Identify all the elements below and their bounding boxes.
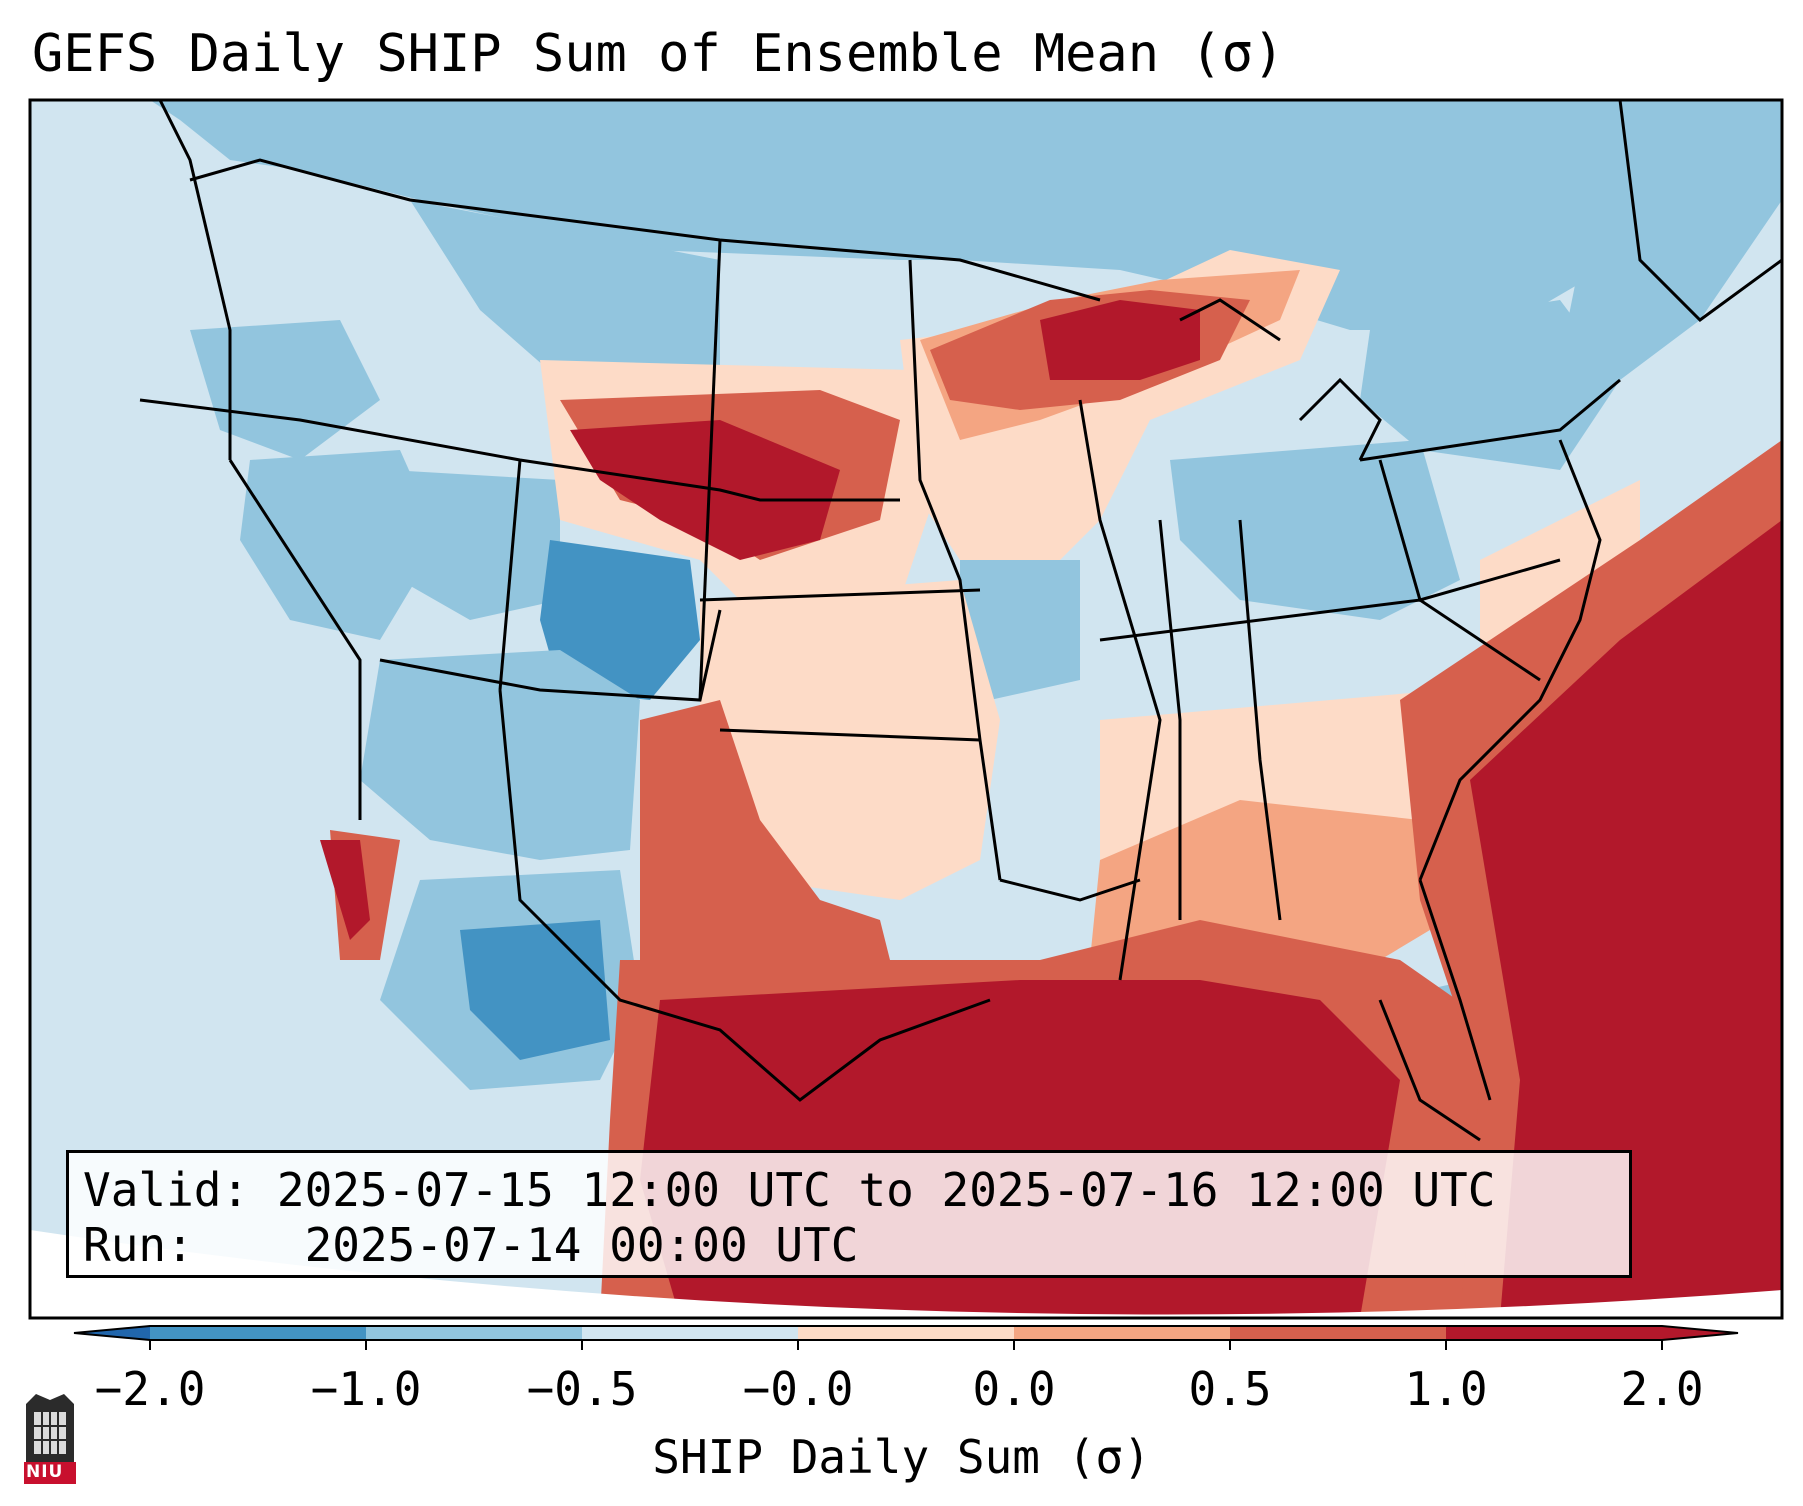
colorbar-tick-label: −1.0 — [310, 1362, 422, 1416]
map-frame — [28, 98, 1784, 1320]
colorbar-segment — [150, 1326, 366, 1340]
boundary-pa-ny — [1359, 378, 1621, 462]
anomaly-field — [30, 100, 1782, 1318]
run-value: 2025-07-14 00:00 UTC — [304, 1218, 859, 1272]
boundary-va-wv — [1378, 459, 1561, 602]
colorbar-segment — [366, 1326, 582, 1340]
wyoming-strong-positive — [570, 420, 840, 560]
kansas-oklahoma-light-positive — [700, 580, 1000, 900]
valid-label: Valid: — [83, 1163, 250, 1217]
boundary-oregon-idaho-wyoming-south — [139, 398, 900, 502]
boundary-mt-dakota — [698, 239, 722, 701]
colorbar-segment — [1230, 1326, 1446, 1340]
boundary-plains-east — [908, 259, 1002, 881]
boundary-upper-michigan — [1179, 298, 1281, 342]
projection-edge — [30, 1230, 1782, 1318]
atlantic-strong-positive — [1470, 520, 1782, 1318]
political-boundaries — [139, 100, 1782, 1142]
niu-logo-icon — [24, 1394, 76, 1484]
colorbar-under-arrow — [74, 1326, 150, 1340]
quebec-negative-band — [1540, 100, 1782, 380]
boundary-florida-west — [1378, 999, 1481, 1142]
colorbar-tick-label: 0.5 — [1188, 1362, 1272, 1416]
boundary-michigan — [1298, 377, 1382, 461]
colorbar-tick-label: −0.5 — [526, 1362, 638, 1416]
upper-michigan-strong-positive — [1040, 300, 1200, 380]
boundary-ks-ne — [699, 588, 981, 602]
colorbar-tick-label: −0.0 — [742, 1362, 854, 1416]
utah-negative — [390, 470, 560, 620]
boundary-new-england — [1618, 100, 1782, 322]
boundary-gulf-coast-la — [999, 878, 1141, 902]
colorbar-segment — [798, 1326, 1014, 1340]
gulf-coast-positive — [1090, 800, 1480, 960]
map-title: GEFS Daily SHIP Sum of Ensemble Mean (σ) — [32, 24, 1285, 84]
ontario-negative-band — [960, 100, 1620, 330]
boundary-ca-nv — [228, 459, 362, 820]
mexico-strong-negative — [460, 920, 610, 1060]
boundary-ut-az — [379, 609, 722, 702]
boundary-nv-ut — [498, 459, 522, 691]
boundary-ok-tx — [719, 728, 981, 742]
boundary-west-coast — [158, 100, 232, 460]
arizona-negative — [360, 650, 640, 860]
colorbar-title: SHIP Daily Sum (σ) — [652, 1430, 1151, 1484]
colorbar-segment — [1014, 1326, 1230, 1340]
colorbar-tick-label: 1.0 — [1404, 1362, 1488, 1416]
valid-value: 2025-07-15 12:00 UTC to 2025-07-16 12:00… — [276, 1163, 1496, 1217]
boundary-east-coast — [1418, 439, 1602, 881]
validity-info-box: Valid: 2025-07-15 12:00 UTC to 2025-07-1… — [66, 1150, 1632, 1278]
boundary-al-ms — [1158, 519, 1182, 920]
colorbar-tick-label: 2.0 — [1620, 1362, 1704, 1416]
missouri-negative — [960, 560, 1080, 700]
nevada-negative — [240, 450, 440, 640]
boundary-texas-mexico — [498, 689, 991, 1102]
map-panel — [30, 100, 1782, 1318]
run-label: Run: — [83, 1218, 194, 1272]
montana-negative — [410, 200, 720, 380]
boundary-mississippi-river — [1078, 399, 1162, 981]
boundary-canada-us — [189, 158, 1101, 302]
canada-negative-band — [150, 100, 960, 260]
colorbar-over-arrow — [1662, 1326, 1738, 1340]
colorbar-segment — [1446, 1326, 1662, 1340]
colorbar-tick-label: 0.0 — [972, 1362, 1056, 1416]
boundary-florida-east — [1418, 879, 1492, 1101]
colorbar — [73, 1325, 1739, 1350]
logo-text: NIU — [26, 1462, 64, 1482]
boundary-ga-al — [1238, 519, 1282, 921]
colorbar-segment — [582, 1326, 798, 1340]
new-york-negative — [1360, 300, 1620, 470]
colorbar-tick-label: −2.0 — [94, 1362, 206, 1416]
colorado-strong-negative — [540, 540, 700, 700]
gulf-of-california-strong-positive — [320, 840, 370, 940]
